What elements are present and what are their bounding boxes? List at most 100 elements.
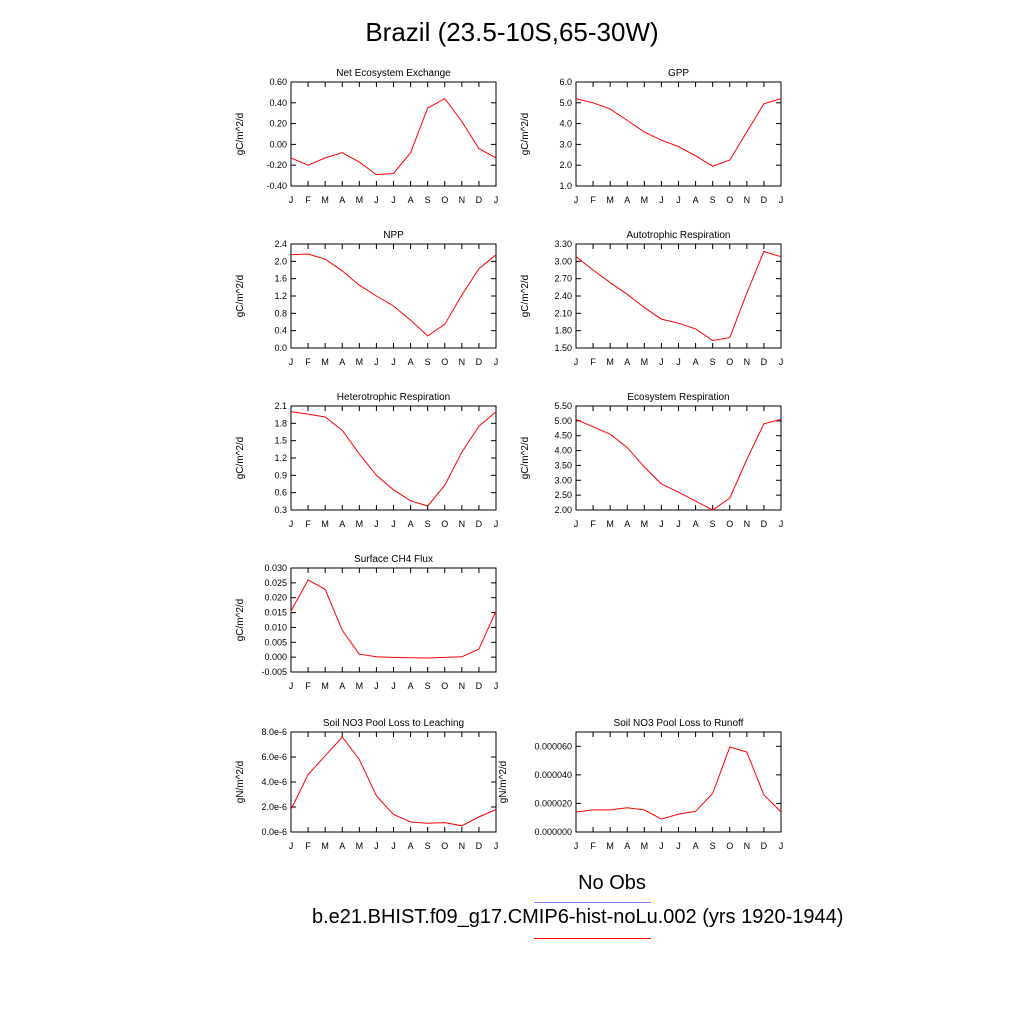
chart-9-xtick-label: D — [761, 841, 768, 851]
chart-3-series-line-1 — [290, 253, 497, 337]
chart-8-xtick-label: A — [339, 841, 345, 851]
chart-5-ytick-label: 0.3 — [274, 505, 287, 515]
chart-6-ytick-label: 3.00 — [554, 475, 572, 485]
chart-8-ylabel: gN/m^2/d — [235, 761, 246, 804]
chart-7-xtick-label: O — [441, 681, 448, 691]
chart-3-xtick-label: A — [339, 357, 345, 367]
chart-2-xtick-label: F — [590, 195, 596, 205]
chart-4-ytick-label: 2.70 — [554, 274, 572, 284]
chart-6-xtick-label: J — [659, 519, 664, 529]
chart-9-ylabel: gN/m^2/d — [498, 761, 509, 804]
chart-9-xtick-label: N — [744, 841, 751, 851]
chart-7-xtick-label: J — [494, 681, 499, 691]
chart-8-title: Soil NO3 Pool Loss to Leaching — [323, 718, 464, 729]
chart-3-ytick-label: 2.0 — [274, 256, 287, 266]
chart-7-ytick-label: 0.030 — [264, 563, 287, 573]
chart-8-xtick-label: J — [374, 841, 379, 851]
chart-9-xtick-label: M — [641, 841, 649, 851]
chart-5-xtick-label: N — [459, 519, 466, 529]
chart-4-xtick-label: J — [676, 357, 681, 367]
chart-9-xtick-label: J — [659, 841, 664, 851]
chart-9-ytick-label: 0.000000 — [534, 827, 572, 837]
chart-5-title: Heterotrophic Respiration — [337, 392, 450, 403]
chart-1-xtick-label: M — [356, 195, 364, 205]
chart-9-xtick-label: F — [590, 841, 596, 851]
chart-6-ytick-label: 5.00 — [554, 416, 572, 426]
chart-7-title: Surface CH4 Flux — [354, 554, 433, 565]
chart-3-ytick-label: 0.8 — [274, 308, 287, 318]
chart-2-ylabel: gC/m^2/d — [520, 113, 531, 156]
chart-3-ytick-label: 1.6 — [274, 274, 287, 284]
chart-1-ytick-label: 0.60 — [269, 77, 287, 87]
chart-3-xtick-label: J — [289, 357, 294, 367]
chart-2-series-line-1 — [575, 98, 782, 167]
chart-1-ytick-label: -0.20 — [266, 160, 287, 170]
chart-2-ytick-label: 6.0 — [559, 77, 572, 87]
chart-9-xtick-label: O — [726, 841, 733, 851]
chart-5-xtick-label: S — [425, 519, 431, 529]
chart-2-xtick-label: J — [574, 195, 579, 205]
chart-3-ytick-label: 1.2 — [274, 291, 287, 301]
chart-8-ytick-label: 6.0e-6 — [261, 752, 287, 762]
chart-4-xtick-label: M — [641, 357, 649, 367]
chart-9-xtick-label: M — [606, 841, 614, 851]
chart-1-xtick-label: A — [339, 195, 345, 205]
chart-6-xtick-label: S — [710, 519, 716, 529]
chart-5-xtick-label: M — [356, 519, 364, 529]
chart-2-xtick-label: M — [641, 195, 649, 205]
chart-8-xtick-label: M — [321, 841, 329, 851]
chart-8-ytick-label: 8.0e-6 — [261, 727, 287, 737]
chart-5-xtick-label: M — [321, 519, 329, 529]
chart-6-xtick-label: A — [693, 519, 699, 529]
chart-7-xtick-label: J — [391, 681, 396, 691]
chart-1-xtick-label: J — [494, 195, 499, 205]
chart-8-xtick-label: A — [408, 841, 414, 851]
chart-4-ytick-label: 2.40 — [554, 291, 572, 301]
chart-4-frame — [575, 243, 782, 349]
chart-5-frame — [290, 405, 497, 511]
chart-6-ytick-label: 4.00 — [554, 446, 572, 456]
chart-1-xtick-label: O — [441, 195, 448, 205]
chart-9-xtick-label: A — [693, 841, 699, 851]
chart-9-xtick-label: J — [779, 841, 784, 851]
chart-7-xtick-label: J — [289, 681, 294, 691]
chart-7-ylabel: gC/m^2/d — [235, 599, 246, 642]
legend-model-label: b.e21.BHIST.f09_g17.CMIP6-hist-noLu.002 … — [312, 906, 844, 928]
chart-3-xtick-label: M — [321, 357, 329, 367]
chart-4-ytick-label: 1.50 — [554, 343, 572, 353]
chart-5-xtick-label: O — [441, 519, 448, 529]
chart-2-ytick-label: 5.0 — [559, 98, 572, 108]
legend-obs-line — [534, 902, 651, 903]
chart-2-xtick-label: S — [710, 195, 716, 205]
chart-2-xtick-label: A — [693, 195, 699, 205]
chart-8-series-line-1 — [290, 736, 497, 827]
chart-1-xtick-label: A — [408, 195, 414, 205]
chart-3-xtick-label: J — [391, 357, 396, 367]
chart-2-ytick-label: 1.0 — [559, 181, 572, 191]
chart-4-ylabel: gC/m^2/d — [520, 275, 531, 318]
chart-5-series-line-1 — [290, 411, 497, 507]
main-title: Brazil (23.5-10S,65-30W) — [365, 17, 659, 47]
chart-8-xtick-label: J — [391, 841, 396, 851]
chart-1-xtick-label: J — [391, 195, 396, 205]
chart-8-ytick-label: 0.0e-6 — [261, 827, 287, 837]
chart-5-ylabel: gC/m^2/d — [235, 437, 246, 480]
chart-5-xtick-label: J — [374, 519, 379, 529]
chart-3-xtick-label: S — [425, 357, 431, 367]
chart-7-frame — [290, 567, 497, 673]
chart-9-xtick-label: J — [574, 841, 579, 851]
chart-4-series-line-1 — [575, 250, 782, 342]
chart-6-ytick-label: 3.50 — [554, 460, 572, 470]
chart-2-xtick-label: J — [779, 195, 784, 205]
chart-4-xtick-label: J — [659, 357, 664, 367]
chart-5-ytick-label: 0.9 — [274, 470, 287, 480]
chart-5-xtick-label: J — [289, 519, 294, 529]
chart-7-xtick-label: M — [321, 681, 329, 691]
chart-3-xtick-label: N — [459, 357, 466, 367]
chart-7-xtick-label: N — [459, 681, 466, 691]
chart-6-ytick-label: 2.00 — [554, 505, 572, 515]
chart-4-ytick-label: 3.30 — [554, 239, 572, 249]
chart-2-xtick-label: A — [624, 195, 630, 205]
chart-7-ytick-label: 0.020 — [264, 593, 287, 603]
chart-4-xtick-label: J — [779, 357, 784, 367]
